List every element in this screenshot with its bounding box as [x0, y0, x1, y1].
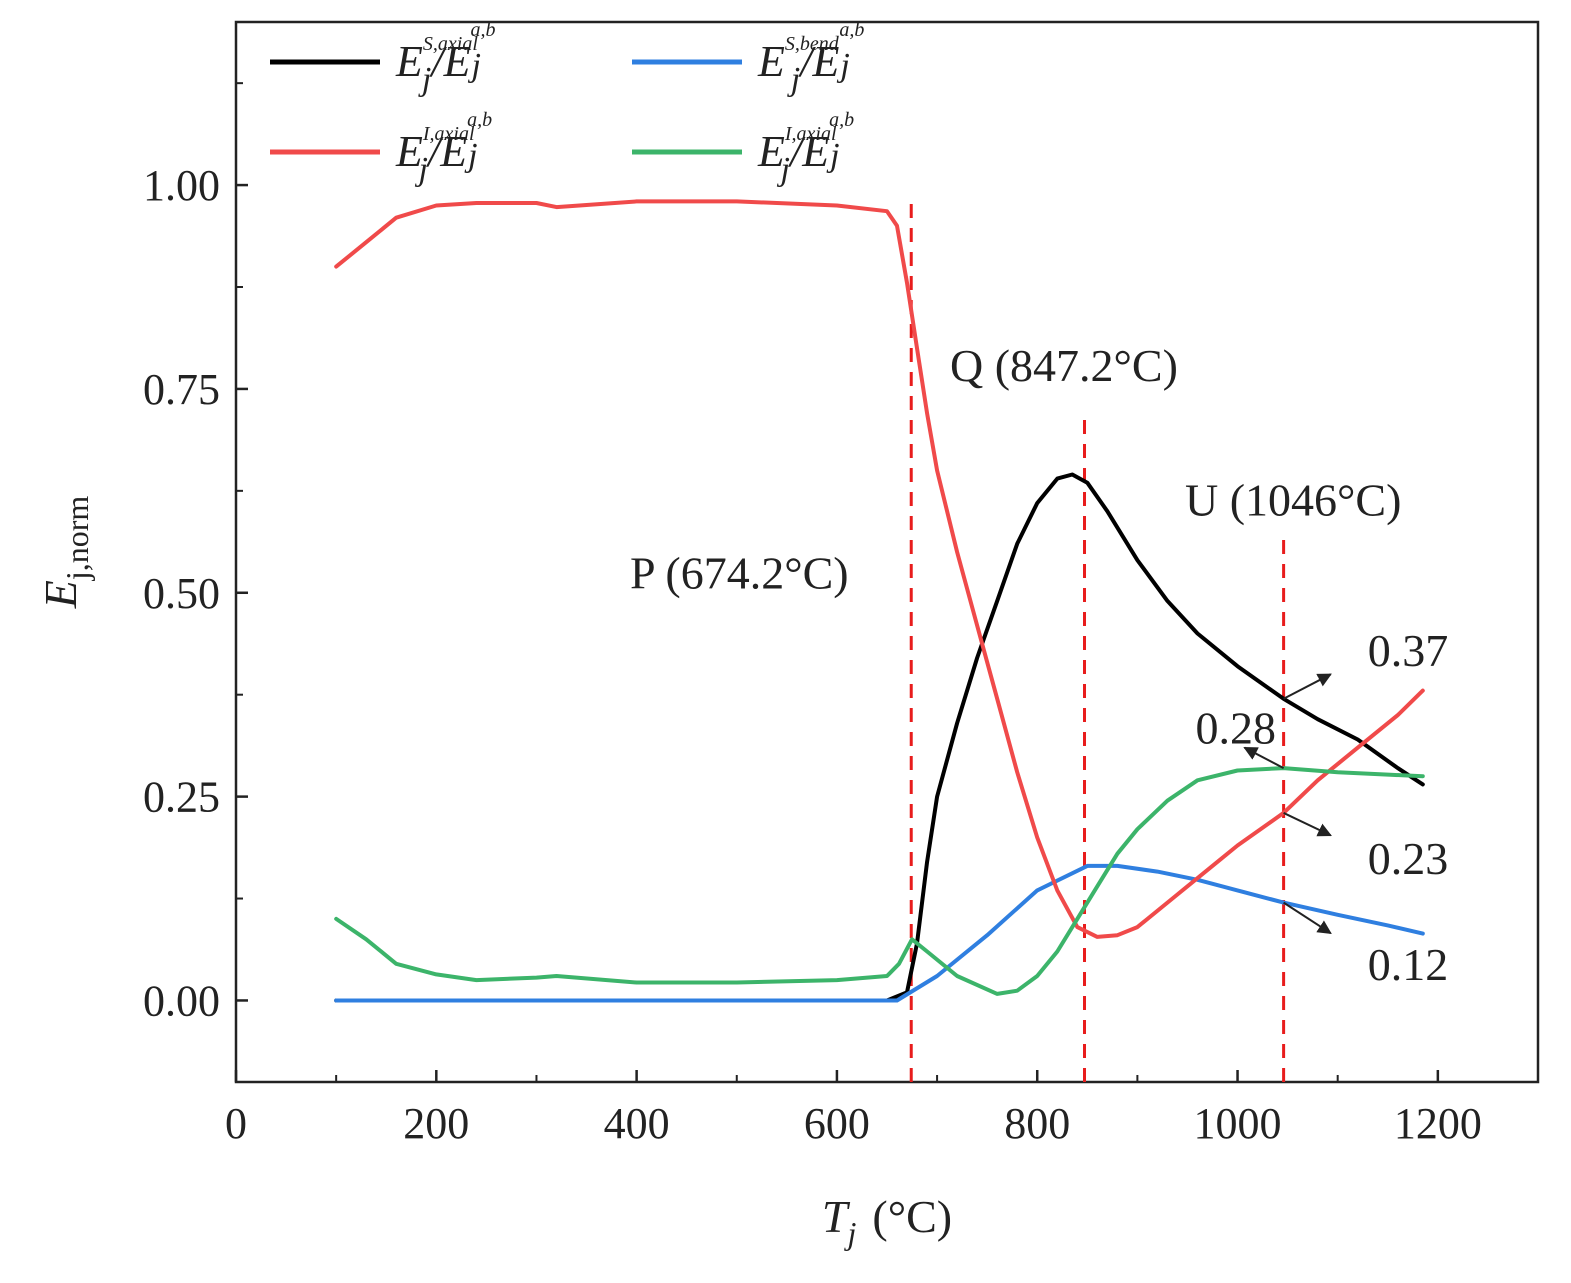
x-tick-label: 1200 — [1394, 1099, 1482, 1148]
y-tick-label: 1.00 — [143, 161, 220, 210]
axis-ticks: 0 200 400 600 800 1000 1200 0.00 0.25 0.50 0.75 1.0… — [143, 82, 1482, 1148]
annotation-arrow — [1283, 812, 1332, 837]
y-tick-label: 0.50 — [143, 569, 220, 618]
y-axis-title: Ej,norm — [35, 496, 95, 610]
y-tick-label: 0.75 — [143, 365, 220, 414]
y-tick-label: 0.25 — [143, 773, 220, 822]
annotation-arrow — [1243, 746, 1285, 769]
reference-line-label: Q (847.2°C) — [950, 340, 1178, 391]
series-line — [334, 766, 1425, 996]
series-line — [334, 199, 1425, 939]
legend-entry: ES,bend j/Ea,b j — [757, 19, 864, 98]
legend: ES,axial j/Ea,b j ES,bend j/Ea,b j EI,axial j/E… — [270, 19, 864, 188]
series-line — [334, 863, 1425, 1003]
reference-line-label: P (674.2°C) — [630, 548, 849, 599]
reference-line-label: U (1046°C) — [1185, 474, 1401, 525]
annotation-label: 0.23 — [1368, 833, 1449, 884]
annotation-arrow — [1283, 673, 1332, 700]
annotation-label: 0.28 — [1195, 702, 1276, 753]
x-tick-label: 1000 — [1194, 1099, 1282, 1148]
series-group — [334, 199, 1425, 1003]
annotations: 0.37 0.28 0.23 0.12 — [1195, 625, 1448, 990]
legend-entry: ES,axial j/Ea,b j — [395, 19, 495, 98]
x-axis-title: Tj (°C) — [822, 1191, 952, 1251]
x-tick-label: 0 — [225, 1099, 247, 1148]
annotation-arrow — [1283, 901, 1332, 935]
series-line — [334, 472, 1425, 1003]
annotation-label: 0.37 — [1368, 625, 1449, 676]
x-tick-label: 600 — [804, 1099, 870, 1148]
x-tick-label: 400 — [604, 1099, 670, 1148]
legend-entry: EI,axial j/Ea,b j — [395, 109, 492, 188]
y-tick-label: 0.00 — [143, 976, 220, 1025]
legend-entry: EI,axial j/Ea,b j — [757, 109, 854, 188]
x-tick-label: 200 — [403, 1099, 469, 1148]
x-tick-label: 800 — [1004, 1099, 1070, 1148]
annotation-label: 0.12 — [1368, 939, 1449, 990]
reference-lines: P (674.2°C) Q (847.2°C) U (1046°C) — [630, 201, 1401, 1082]
plot-frame — [234, 20, 1540, 1084]
